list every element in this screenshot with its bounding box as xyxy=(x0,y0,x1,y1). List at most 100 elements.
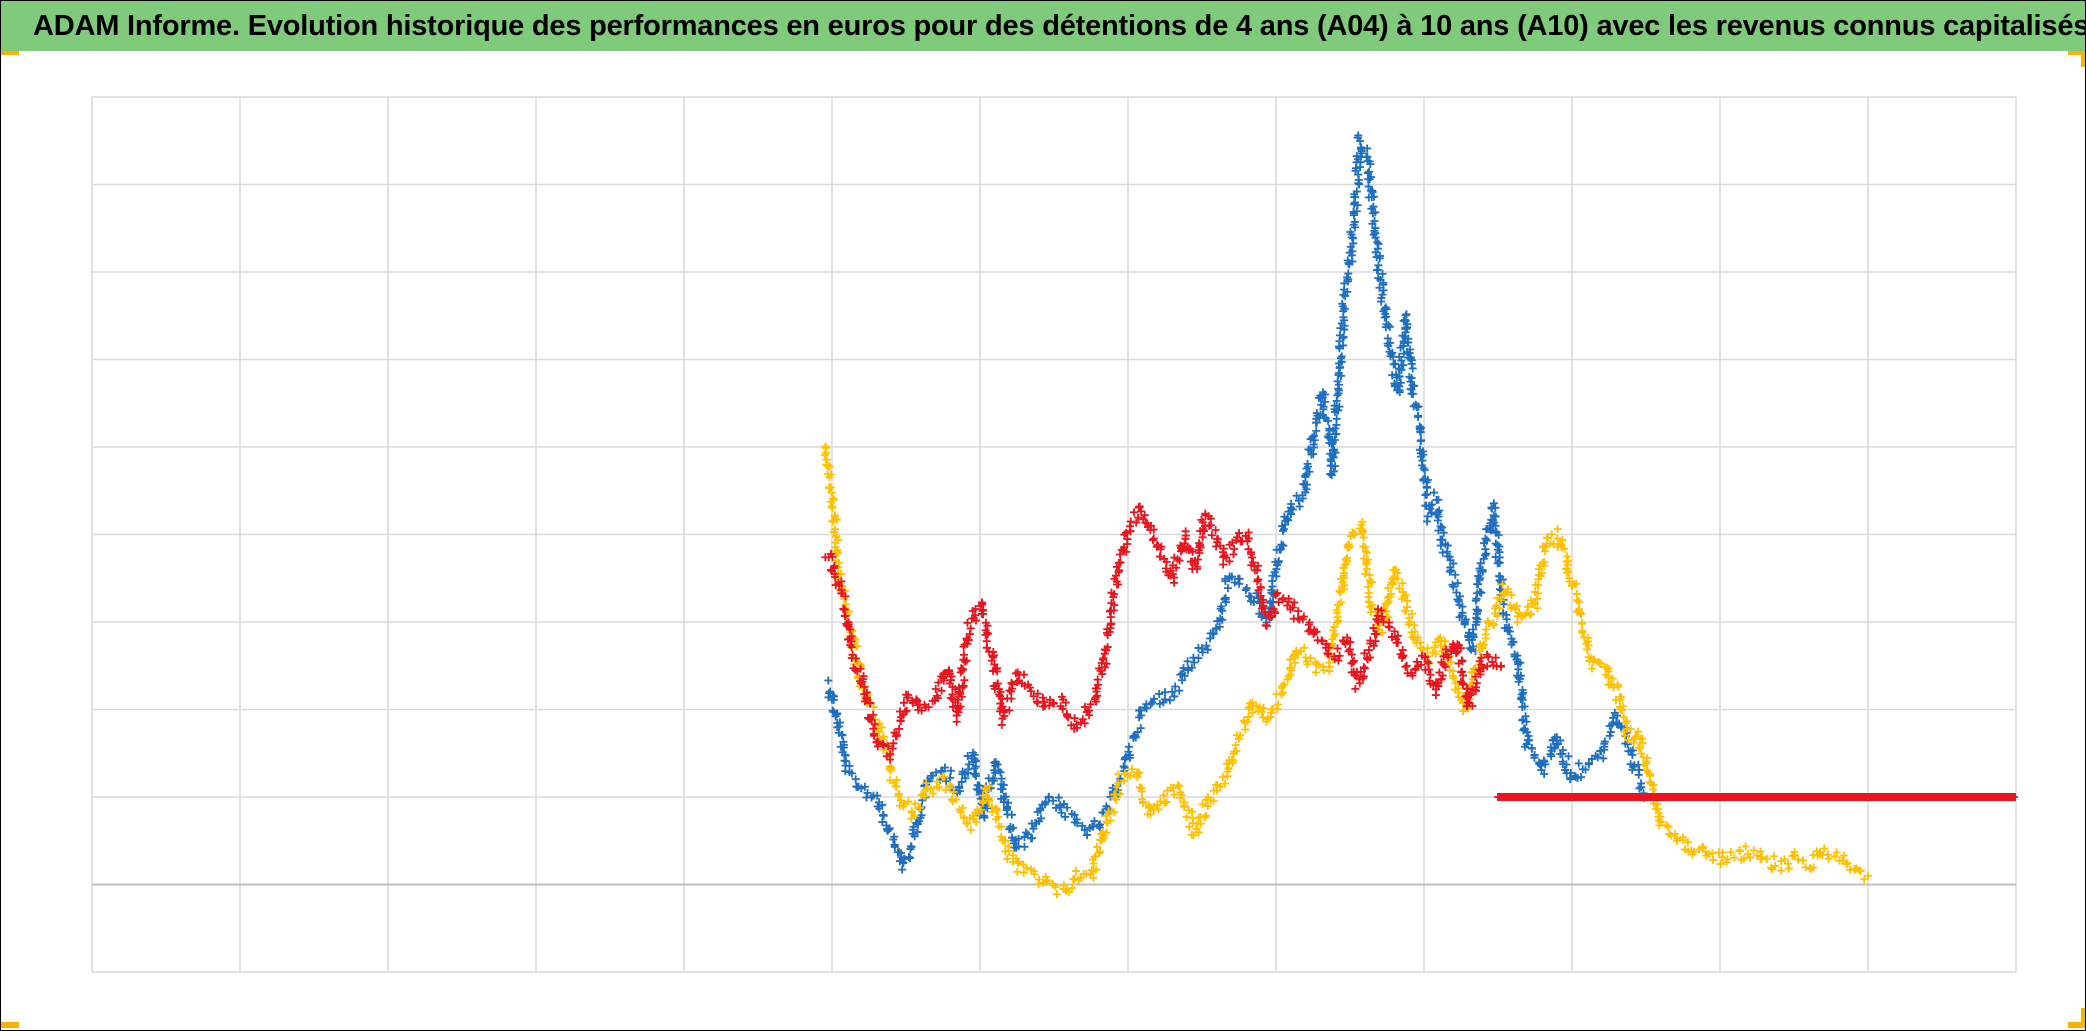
series-1-point xyxy=(1864,871,1872,880)
series-2-point xyxy=(1290,598,1299,607)
series-0-point xyxy=(1635,765,1644,774)
series-0-point xyxy=(1338,302,1347,311)
series-2-point xyxy=(1020,670,1028,679)
series-1-point xyxy=(1746,853,1755,862)
series-0-point xyxy=(1477,588,1486,597)
series-0-point xyxy=(1408,390,1417,399)
series-0-point xyxy=(1547,752,1556,761)
series-2-point xyxy=(1168,570,1177,579)
series-1-point xyxy=(1769,852,1778,861)
series-2-point xyxy=(1250,566,1259,575)
series-1-point xyxy=(1098,827,1107,836)
series-1-point xyxy=(1637,749,1646,758)
series-1-point xyxy=(966,826,975,835)
series-1-point xyxy=(1423,644,1432,653)
series-0-point xyxy=(1343,273,1352,282)
series-0-point xyxy=(1522,728,1531,737)
series-0-point xyxy=(1483,524,1492,533)
series-0-point xyxy=(1029,824,1038,833)
series-0-point xyxy=(1221,595,1230,604)
series-2-point xyxy=(1230,544,1239,553)
series-0-point xyxy=(1371,248,1380,257)
series-2-point xyxy=(983,621,992,630)
series-2-point xyxy=(993,667,1002,676)
series-0-point xyxy=(1423,475,1432,484)
series-0-point xyxy=(1027,834,1036,843)
series-0-point xyxy=(890,832,899,841)
series-2-point xyxy=(958,665,967,674)
series-0-point xyxy=(1449,582,1458,591)
series-0-point xyxy=(1383,334,1392,343)
series-2-point xyxy=(841,592,850,601)
series-0-point xyxy=(1446,566,1455,575)
series-0-point xyxy=(1353,201,1362,210)
series-2-point xyxy=(1132,518,1141,527)
series-1-point xyxy=(1530,599,1539,608)
series-0-point xyxy=(1165,696,1174,705)
series-0-point xyxy=(1384,341,1393,350)
series-2-point xyxy=(1442,650,1451,659)
series-2-point xyxy=(997,720,1006,729)
series-0-point xyxy=(890,842,899,851)
series-1-point xyxy=(958,803,967,812)
series-0-point xyxy=(1472,594,1481,603)
series-0-point xyxy=(1345,248,1354,257)
series-1-point xyxy=(1096,835,1105,844)
series-0-point xyxy=(1371,208,1380,217)
series-1-point xyxy=(978,798,987,807)
series-2-point xyxy=(1095,664,1104,673)
series-1-point xyxy=(1626,725,1635,734)
series-1-point xyxy=(1106,816,1115,825)
series-1-point xyxy=(828,517,837,526)
series-0-point xyxy=(1187,663,1196,672)
series-2-point xyxy=(951,685,960,694)
series-1-point xyxy=(1780,855,1789,864)
series-0-point xyxy=(906,845,915,854)
series-1-point xyxy=(1839,851,1848,860)
series-1-point xyxy=(1493,611,1502,620)
series-2-point xyxy=(1483,662,1492,671)
series-0-point xyxy=(1363,144,1372,153)
series-1-point xyxy=(1273,700,1282,709)
series-0-point xyxy=(1312,426,1321,435)
series-0-point xyxy=(1136,724,1145,733)
series-1-point xyxy=(946,781,955,790)
series-1-point xyxy=(1503,585,1512,594)
series-2-point xyxy=(1172,563,1181,572)
series-2-point xyxy=(870,731,879,740)
series-1-point xyxy=(1654,812,1663,821)
series-0-point xyxy=(1525,736,1534,745)
series-1-point xyxy=(1286,655,1295,664)
series-0-point xyxy=(1415,445,1424,454)
series-0-point xyxy=(1489,499,1498,508)
series-1-point xyxy=(1071,867,1080,876)
series-0-point xyxy=(1362,153,1371,162)
series-2-point xyxy=(982,643,991,652)
series-0-point xyxy=(1438,535,1447,544)
series-2-point xyxy=(1007,694,1016,703)
series-1-point xyxy=(1762,854,1771,863)
series-0-point xyxy=(1427,500,1436,509)
series-1-point xyxy=(1730,853,1739,862)
series-2-point xyxy=(1061,698,1070,707)
series-0-point xyxy=(913,828,922,837)
series-0-point xyxy=(1514,677,1523,686)
series-0-point xyxy=(1119,762,1128,771)
series-0-point xyxy=(1518,695,1527,704)
series-2-point xyxy=(947,672,956,681)
series-1-point xyxy=(1339,569,1348,578)
series-1-point xyxy=(1362,565,1371,574)
series-2-point xyxy=(1417,660,1426,669)
series-0-point xyxy=(1146,699,1155,708)
series-0-point xyxy=(991,761,1000,770)
series-1-point xyxy=(935,783,944,792)
series-0-point xyxy=(1274,558,1283,567)
series-2-point xyxy=(912,695,921,704)
series-0-point xyxy=(1279,541,1288,550)
series-1-point xyxy=(825,483,834,492)
series-0-point xyxy=(1339,333,1348,342)
series-0-point xyxy=(1453,579,1462,588)
series-2-point xyxy=(1317,636,1326,645)
series-1-point xyxy=(938,772,947,781)
series-0-point xyxy=(1400,315,1409,324)
